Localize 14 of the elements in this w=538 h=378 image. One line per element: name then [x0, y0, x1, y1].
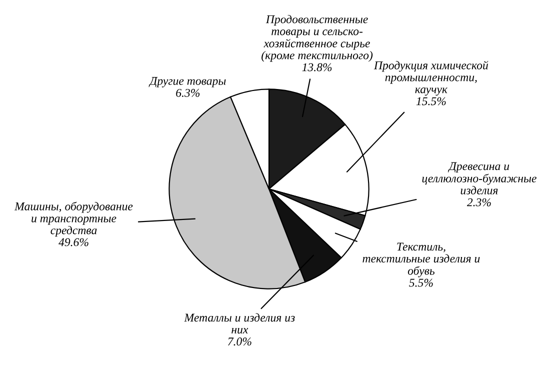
- data-label: 13.8%: [302, 63, 332, 72]
- slice-label: Металлы и изделия из них: [184, 313, 295, 334]
- slice-label: Продукция химической промышленности, каучук: [374, 60, 488, 96]
- data-label: 2.3%: [466, 198, 491, 206]
- slice-label: Древесина и целлюлозно-бумажные изделия: [422, 162, 536, 194]
- data-label: 6.3%: [176, 88, 200, 97]
- data-label: 49.6%: [58, 238, 88, 246]
- slice-label: Продовольственные товары и сельско- хозяйственное сырье (кроме текстильного): [262, 14, 373, 62]
- slice-label: Машины, оборудование и транспортные средства: [14, 202, 133, 237]
- data-label: 15.5%: [416, 97, 446, 106]
- slice-label: Текстиль, текстильные изделия и обувь: [362, 242, 480, 278]
- slice-label: Другие товары: [148, 77, 226, 88]
- data-label: 7.0%: [228, 338, 252, 346]
- data-label: 5.5%: [409, 278, 433, 287]
